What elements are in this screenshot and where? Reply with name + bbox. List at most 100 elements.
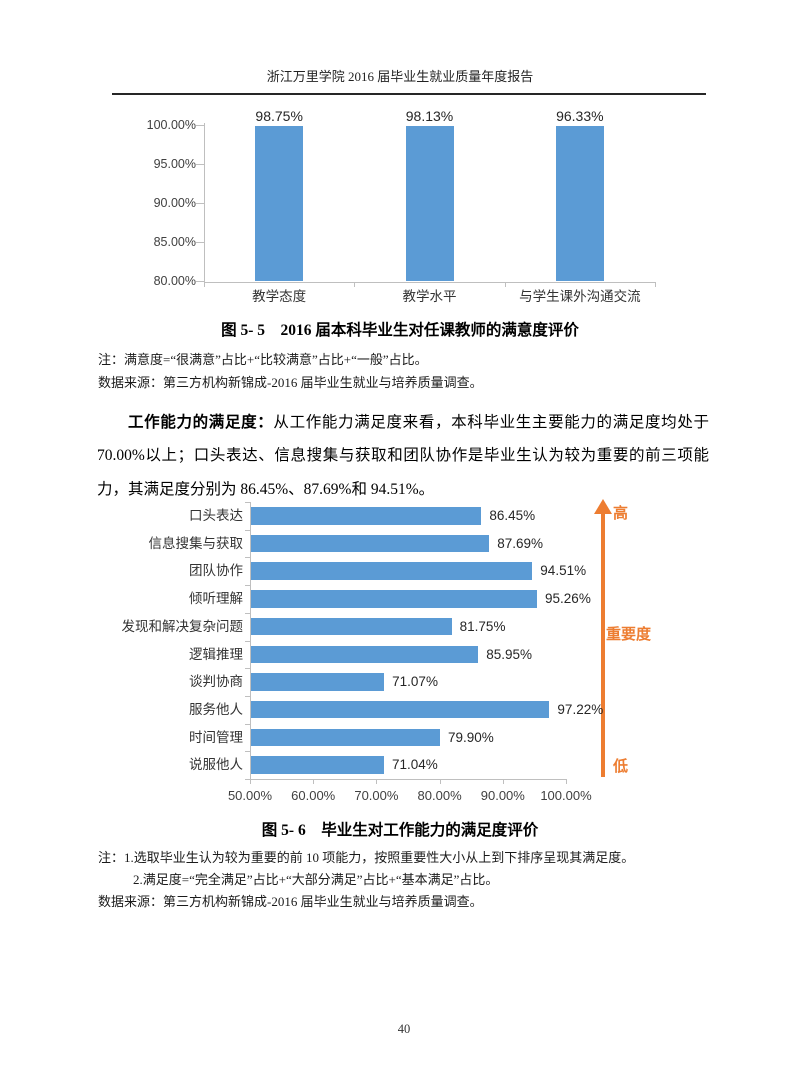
category-label: 口头表达	[189, 508, 243, 523]
header-rule	[112, 93, 706, 95]
importance-axis-label: 重要度	[606, 626, 652, 643]
bar-value-label: 97.22%	[557, 701, 604, 717]
bar-value-label: 98.13%	[405, 108, 454, 124]
y-tick-mark	[245, 779, 250, 780]
y-tick-label: 95.00%	[153, 157, 196, 171]
y-tick-mark	[196, 203, 204, 204]
y-tick-mark	[245, 585, 250, 587]
importance-arrow-head-icon	[594, 499, 612, 514]
bar	[251, 673, 385, 691]
bar-value-label: 95.26%	[545, 591, 591, 607]
figure-5-5-caption: 图 5- 5 2016 届本科毕业生对任课教师的满意度评价	[221, 322, 579, 339]
category-label: 说服他人	[189, 757, 243, 773]
bar	[251, 645, 479, 663]
x-tick-mark	[313, 779, 315, 784]
bar	[251, 700, 550, 719]
bar-value-label: 71.07%	[392, 674, 438, 690]
bar-value-label: 96.33%	[556, 108, 604, 124]
category-label: 时间管理	[189, 729, 243, 745]
importance-arrow-line	[601, 513, 605, 777]
y-tick-label: 100.00%	[146, 118, 196, 132]
y-tick-mark	[245, 723, 250, 725]
x-tick-label: 70.00%	[354, 788, 399, 803]
x-tick-label: 80.00%	[417, 788, 462, 803]
page-number: 40	[397, 1022, 411, 1036]
paragraph-lead: 工作能力的满足度：	[128, 413, 274, 431]
bar-value-label: 79.90%	[447, 729, 494, 745]
figure-5-6-note-2: 2.满足度=“完全满足”占比+“大部分满足”占比+“基本满足”占比。	[133, 872, 499, 887]
x-tick-mark	[502, 779, 504, 784]
importance-low-label: 低	[613, 758, 629, 775]
y-tick-mark	[196, 164, 204, 165]
bar	[255, 126, 304, 281]
bar-value-label: 85.95%	[486, 646, 532, 662]
bar	[251, 534, 490, 553]
bar	[251, 617, 452, 636]
bar	[251, 590, 538, 608]
figure-5-6-source: 数据来源：第三方机构新锦成-2016 届毕业生就业与培养质量调查。	[98, 894, 483, 909]
x-tick-label: 90.00%	[480, 788, 525, 803]
bar-value-label: 94.51%	[540, 563, 587, 579]
category-label: 与学生课外沟通交流	[519, 289, 641, 304]
y-tick-mark	[245, 557, 250, 559]
paragraph-text: 从工作能力满足度来看，本科毕业生主要能力的满足度均处于 70.00%以上；口头表…	[97, 413, 709, 498]
y-tick-mark	[196, 125, 204, 126]
bar-value-label: 86.45%	[489, 508, 536, 523]
x-tick-mark	[250, 779, 251, 784]
figure-5-6-chart: 高 重要度 低 50.00% 60.00% 70.00% 80.00% 90.00% 10…	[95, 495, 680, 813]
figure-5-5-source: 数据来源：第三方机构新锦成-2016 届毕业生就业与培养质量调查。	[98, 375, 483, 390]
bar	[555, 126, 604, 281]
category-label: 服务他人	[189, 701, 243, 717]
y-tick-label: 90.00%	[153, 196, 196, 210]
x-axis-line	[250, 779, 566, 780]
bar-value-label: 81.75%	[459, 618, 506, 634]
y-tick-mark	[196, 281, 204, 282]
y-tick-mark	[245, 695, 250, 697]
figure-5-6-note-1: 注：1.选取毕业生认为较为重要的前 10 项能力，按照重要性大小从上到下排序呈现…	[98, 850, 635, 865]
y-axis-line	[204, 123, 205, 282]
y-tick-label: 85.00%	[153, 235, 196, 249]
x-tick-label: 60.00%	[291, 788, 336, 803]
x-tick-mark	[376, 779, 378, 784]
y-axis-line	[250, 502, 251, 779]
x-tick-mark	[566, 779, 567, 784]
bar-value-label: 98.75%	[255, 108, 303, 124]
y-tick-label: 80.00%	[153, 274, 196, 288]
category-label: 团队协作	[189, 563, 243, 579]
category-label: 逻辑推理	[189, 646, 243, 662]
figure-5-5-chart: 100.00% 95.00% 90.00% 85.00% 80.00% 98.75% 教学态…	[130, 105, 675, 315]
category-label: 发现和解决复杂问题	[121, 618, 244, 634]
page-header-title: 浙江万里学院 2016 届毕业生就业质量年度报告	[266, 69, 534, 84]
bar-value-label: 71.04%	[391, 757, 438, 773]
y-tick-mark	[196, 242, 204, 243]
x-tick-mark	[439, 779, 441, 784]
importance-high-label: 高	[613, 505, 629, 522]
y-tick-mark	[245, 668, 250, 670]
bar-value-label: 87.69%	[497, 535, 543, 551]
x-axis-line	[204, 282, 655, 283]
bar	[251, 728, 440, 747]
category-label: 倾听理解	[189, 591, 243, 607]
body-paragraph: 工作能力的满足度：从工作能力满足度来看，本科毕业生主要能力的满足度均处于 70.…	[97, 406, 709, 507]
category-label: 教学态度	[252, 289, 307, 304]
x-tick-mark	[655, 282, 656, 287]
y-tick-mark	[245, 502, 250, 503]
x-tick-mark	[204, 282, 205, 287]
x-tick-label: 50.00%	[227, 788, 273, 803]
y-tick-mark	[245, 529, 250, 531]
bar	[251, 756, 384, 774]
figure-5-5-note: 注：满意度=“很满意”占比+“比较满意”占比+“一般”占比。	[98, 352, 428, 367]
bar	[251, 562, 533, 580]
y-tick-mark	[245, 640, 250, 642]
x-tick-mark	[504, 282, 506, 287]
x-tick-label: 100.00%	[540, 788, 592, 803]
figure-5-6-caption: 图 5- 6 毕业生对工作能力的满足度评价	[261, 822, 539, 839]
category-label: 教学水平	[402, 289, 457, 304]
y-tick-mark	[245, 751, 250, 753]
category-label: 信息搜集与获取	[148, 535, 244, 551]
y-tick-mark	[245, 612, 250, 614]
x-tick-mark	[354, 282, 356, 287]
bar	[251, 507, 482, 525]
bar	[405, 126, 454, 281]
